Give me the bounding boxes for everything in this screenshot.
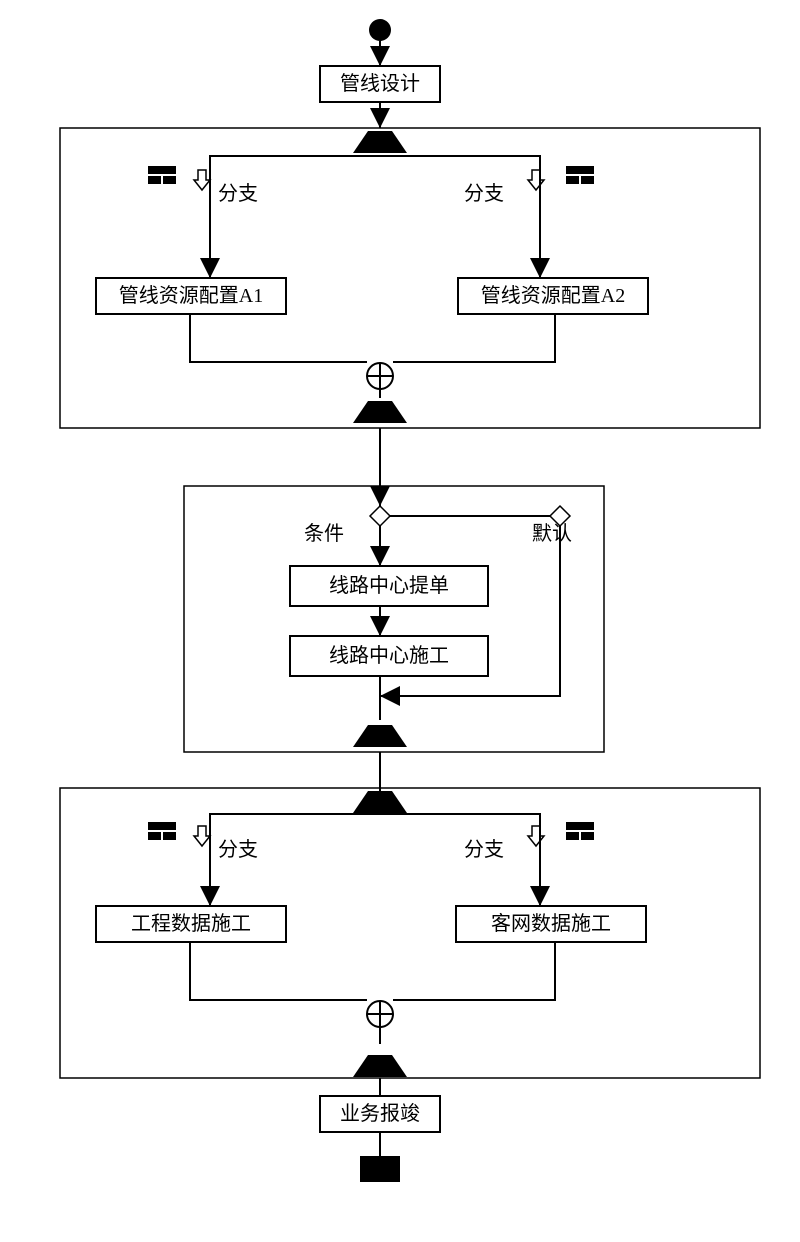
label-branch3_left: 分支 [218, 838, 258, 861]
box-label-biz_complete: 业务报竣 [340, 1102, 420, 1125]
box-label-cust_net_work: 客网数据施工 [491, 912, 611, 935]
hollow-arrow-icon [528, 826, 544, 846]
edge [190, 942, 367, 1000]
gateway-join1 [353, 401, 407, 423]
box-label-line_center_bill: 线路中心提单 [329, 574, 449, 597]
label-branch3_right: 分支 [464, 838, 504, 861]
gateway-condition [370, 506, 390, 526]
box-label-line_center_work: 线路中心施工 [329, 644, 449, 667]
box-label-config_a1: 管线资源配置A1 [119, 284, 263, 307]
edge [393, 942, 555, 1000]
gateway-split3 [353, 791, 407, 813]
label-default: 默认 [532, 522, 572, 545]
hollow-arrow-icon [194, 826, 210, 846]
box-label-pipeline_design: 管线设计 [340, 72, 420, 95]
gateway-merge2 [353, 725, 407, 747]
gateway-join3 [353, 1055, 407, 1077]
start-node [369, 19, 391, 41]
box-label-eng_data_work: 工程数据施工 [131, 912, 251, 935]
edge [190, 314, 367, 362]
edge [380, 156, 540, 278]
hollow-arrow-icon [194, 170, 210, 190]
label-condition: 条件 [304, 522, 344, 545]
edge [380, 814, 540, 906]
label-branch1_right: 分支 [464, 182, 504, 205]
hollow-arrow-icon [528, 170, 544, 190]
end-node [360, 1156, 400, 1182]
label-branch1_left: 分支 [218, 182, 258, 205]
gateway-split1 [353, 131, 407, 153]
edge [393, 314, 555, 362]
edge [210, 156, 380, 278]
box-label-config_a2: 管线资源配置A2 [481, 284, 625, 307]
